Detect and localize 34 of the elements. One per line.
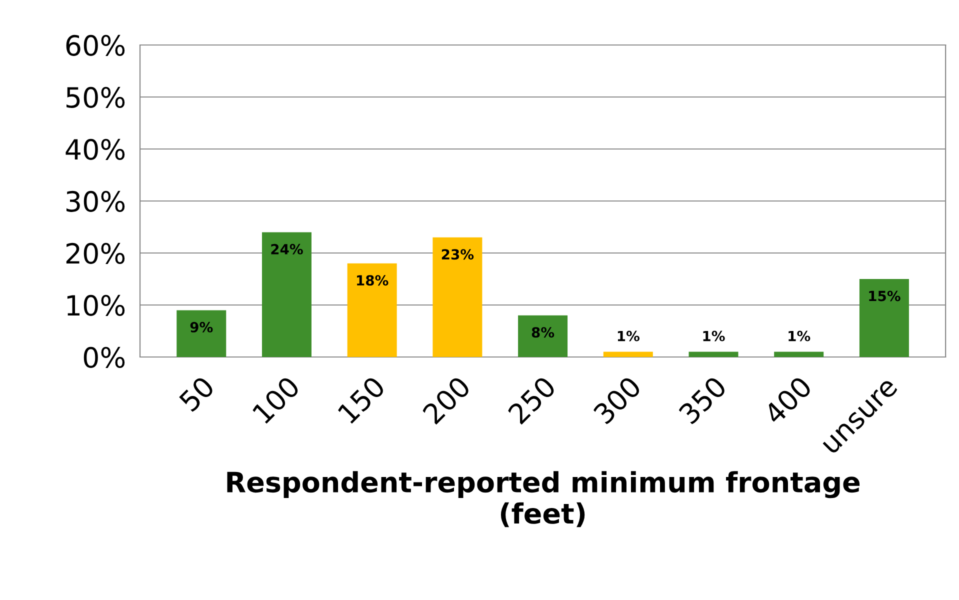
x-tick-label: 50 bbox=[178, 375, 216, 412]
bar bbox=[518, 315, 568, 357]
y-tick-label: 30% bbox=[66, 190, 125, 212]
y-tick-label: 40% bbox=[66, 138, 125, 160]
bar bbox=[603, 352, 653, 357]
x-tick-label: 200 bbox=[422, 375, 472, 425]
x-tick-label: 300 bbox=[592, 375, 642, 425]
y-tick-label: 10% bbox=[67, 294, 125, 316]
data-label: 1% bbox=[618, 330, 640, 342]
y-tick-label: 0% bbox=[84, 346, 125, 368]
bar bbox=[859, 279, 909, 357]
data-label: 1% bbox=[703, 330, 725, 342]
bar bbox=[262, 232, 312, 357]
data-label: 8% bbox=[532, 327, 554, 338]
data-label: 23% bbox=[442, 249, 474, 260]
x-tick-label: 400 bbox=[762, 375, 813, 426]
bar bbox=[176, 310, 226, 357]
data-label: 15% bbox=[869, 290, 900, 302]
data-label: 9% bbox=[190, 322, 213, 332]
data-label: 18% bbox=[357, 275, 388, 286]
bar bbox=[347, 263, 397, 357]
data-label: 1% bbox=[788, 330, 810, 342]
x-tick-label: 100 bbox=[252, 375, 301, 424]
y-tick-label: 60% bbox=[66, 34, 125, 56]
x-tick-label: 250 bbox=[507, 375, 557, 425]
x-tick-label: 150 bbox=[337, 375, 386, 424]
y-tick-label: 50% bbox=[66, 86, 125, 108]
bar bbox=[432, 237, 482, 357]
y-tick-label: 20% bbox=[66, 242, 125, 264]
x-tick-label: 350 bbox=[678, 375, 728, 425]
bar bbox=[774, 352, 824, 357]
bar bbox=[688, 352, 738, 357]
x-axis-title: Respondent-reported minimum frontage (feet) bbox=[227, 471, 860, 528]
data-label: 24% bbox=[271, 244, 303, 254]
